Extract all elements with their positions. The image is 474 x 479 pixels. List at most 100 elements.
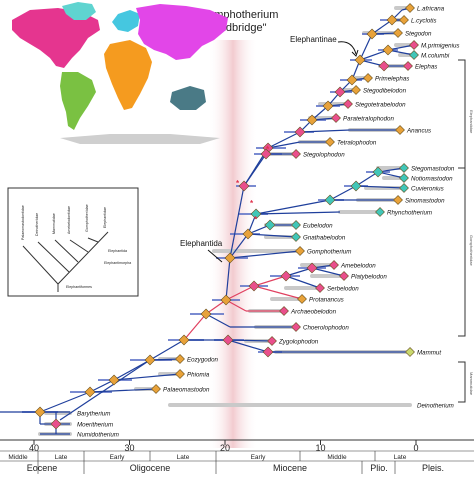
branch — [183, 313, 207, 341]
branch — [285, 267, 313, 277]
tip-diamond — [405, 3, 415, 13]
taxon-label-choerolophodon: Choerolophodon — [303, 325, 349, 332]
taxon-label-phiomia: Phiomia — [187, 372, 210, 379]
taxon-label-tetralophodon: Tetralophodon — [337, 140, 377, 147]
support-asterisk: * — [236, 179, 240, 188]
tip-diamond — [399, 15, 409, 25]
tip-diamond — [351, 85, 361, 95]
tip-diamond — [291, 220, 301, 230]
side-label-gomphotheriidae: Gomphotheriidae — [469, 235, 474, 266]
tip-diamond — [329, 260, 339, 270]
tip-diamond — [395, 125, 405, 135]
tip-diamond — [393, 28, 403, 38]
branch — [89, 388, 157, 393]
inset-group-label: Elephantiformes — [66, 285, 92, 289]
node-diamond — [250, 208, 262, 220]
node-diamond — [224, 252, 236, 264]
subepoch-label: Late — [55, 454, 68, 461]
node-diamond — [264, 219, 276, 231]
tip-diamond — [291, 149, 301, 159]
node-diamond — [306, 262, 318, 274]
taxon-label-stegodibelodon: Stegodibelodon — [363, 88, 407, 95]
subepoch-label: Early — [110, 454, 126, 461]
taxon-label-archaeobelodon: Archaeobelodon — [290, 309, 337, 316]
map-africa — [104, 40, 152, 110]
tip-diamond — [405, 347, 415, 357]
node-diamond — [178, 334, 190, 346]
subepoch-label: Late — [177, 454, 190, 461]
tip-diamond — [279, 306, 289, 316]
branch — [247, 233, 297, 238]
node-diamond — [378, 60, 390, 72]
node-diamond — [200, 308, 212, 320]
branch — [329, 185, 357, 201]
tip-diamond — [403, 61, 413, 71]
elephantinae-callout: Elephantinae — [290, 35, 359, 57]
tip-diamond — [343, 99, 353, 109]
branch — [227, 339, 273, 342]
side-label-mammutidae: Mammutidae — [469, 372, 474, 396]
node-diamond — [260, 148, 272, 160]
branch — [89, 379, 115, 393]
taxon-label-stegomastodon: Stegomastodon — [411, 166, 455, 173]
inset-taxon-label: Amebelodontidae — [67, 206, 71, 234]
node-diamond — [324, 194, 336, 206]
node-diamond — [322, 100, 334, 112]
branch — [227, 339, 269, 353]
node-diamond — [222, 334, 234, 346]
branch — [355, 171, 379, 187]
branch — [267, 141, 301, 149]
node-diamond — [248, 280, 260, 292]
branch — [255, 199, 331, 215]
branch — [253, 275, 287, 287]
tip-diamond — [399, 173, 409, 183]
branch — [267, 131, 301, 149]
branch — [371, 19, 393, 35]
side-brackets — [458, 59, 466, 403]
taxon-label-m-columbi: M.columbi — [421, 53, 450, 60]
axis-tick-label: 0 — [413, 443, 418, 453]
taxon-label-cuvieronius: Cuvieronius — [411, 186, 444, 193]
taxon-labels: L.africana L.cyclotis Stegodon M.primigeniu… — [77, 6, 460, 439]
node-diamond — [242, 228, 254, 240]
map-europe — [112, 10, 140, 32]
node-diamond — [334, 86, 346, 98]
tip-diamond — [375, 207, 385, 217]
taxon-label-anancus: Anancus — [406, 128, 431, 135]
tip-diamond — [297, 294, 307, 304]
tip-diamond — [291, 232, 301, 242]
tip-diamond — [409, 50, 419, 60]
tip-diamond — [175, 369, 185, 379]
tip-diamond — [325, 137, 335, 147]
node-diamond — [280, 270, 292, 282]
support-asterisk: * — [266, 145, 270, 154]
inset-taxon-label: Gomphotheriidae — [85, 204, 89, 232]
taxon-label-platybelodon: Platybelodon — [351, 274, 387, 281]
node-diamond — [386, 14, 398, 26]
branch — [253, 285, 303, 300]
axis-tick-label: 10 — [315, 443, 325, 453]
clade-label-elephantida: Elephantida — [180, 239, 223, 248]
support-asterisk: * — [250, 199, 254, 208]
epoch-label: Plio. — [370, 463, 388, 473]
taxon-label-palaeomastodon: Palaeomastodon — [163, 387, 210, 394]
tip-diamond — [393, 195, 403, 205]
node-diamond — [238, 180, 250, 192]
taxon-label-eozygodon: Eozygodon — [187, 357, 219, 364]
tip-diamond — [399, 183, 409, 193]
tip-diamond — [363, 73, 373, 83]
map-antarctica — [60, 134, 220, 144]
branch — [229, 185, 245, 259]
branch — [311, 267, 345, 277]
taxon-label-mammut: Mammut — [417, 350, 441, 357]
clade-label-elephantinae: Elephantinae — [290, 35, 337, 44]
tip-diamond — [151, 384, 161, 394]
map-south-america — [60, 72, 96, 130]
node-diamond — [50, 418, 62, 430]
world-map — [12, 2, 228, 144]
taxon-label-l-africana: L.africana — [417, 6, 445, 13]
branch — [225, 285, 255, 301]
branch — [255, 211, 341, 215]
taxon-label-gomphotherium: Gomphotherium — [307, 249, 351, 256]
